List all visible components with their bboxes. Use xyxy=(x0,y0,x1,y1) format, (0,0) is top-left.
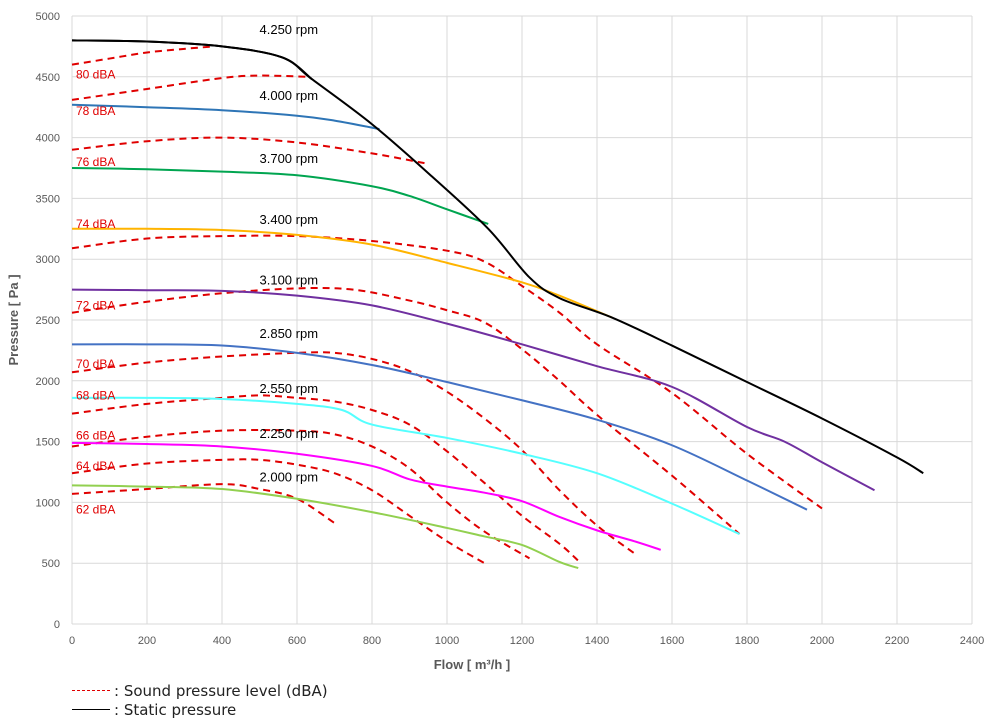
fan-curve xyxy=(71,484,579,570)
dba-label: 72 dBA xyxy=(76,298,115,312)
sound-curve xyxy=(71,234,823,510)
x-tick-label: 2400 xyxy=(960,635,984,647)
rpm-label: 3.700 rpm xyxy=(260,151,319,166)
fan-curve xyxy=(71,288,875,492)
dba-label: 66 dBA xyxy=(76,429,115,443)
y-tick-label: 4000 xyxy=(36,133,60,145)
legend-label-static: : Static pressure xyxy=(114,700,237,719)
dba-label: 78 dBA xyxy=(76,104,115,118)
x-tick-label: 1200 xyxy=(510,635,534,647)
x-tick-label: 1000 xyxy=(435,635,459,647)
x-tick-label: 800 xyxy=(363,635,381,647)
y-tick-label: 500 xyxy=(42,558,60,570)
x-tick-label: 2000 xyxy=(810,635,834,647)
chart-svg: 0 200 400 600 800 1000 1200 1400 1600 1800 2000 220… xyxy=(6,11,984,672)
sound-curve xyxy=(71,429,531,560)
y-tick-label: 1000 xyxy=(36,497,60,509)
y-tick-label: 3500 xyxy=(36,193,60,205)
rpm-label: 2.550 rpm xyxy=(260,381,319,396)
y-tick-label: 1500 xyxy=(36,437,60,449)
rpm-label: 3.400 rpm xyxy=(260,212,319,227)
y-tick-label: 3000 xyxy=(36,254,60,266)
sound-curve xyxy=(71,458,486,565)
rpm-label: 2.850 rpm xyxy=(260,326,319,341)
fan-curve xyxy=(71,396,740,535)
x-tick-label: 2200 xyxy=(885,635,909,647)
fan-curve xyxy=(71,103,380,131)
sound-curve xyxy=(71,394,579,562)
x-axis-title: Flow [ m³/h ] xyxy=(434,657,511,672)
y-tick-label: 5000 xyxy=(36,11,60,23)
rpm-label: 3.100 rpm xyxy=(260,273,319,288)
fan-curve xyxy=(71,343,808,511)
y-tick-label: 0 xyxy=(54,619,60,631)
legend: : Sound pressure level (dBA) : Static pr… xyxy=(72,681,328,719)
rpm-label: 4.250 rpm xyxy=(260,22,319,37)
legend-label-sound: : Sound pressure level (dBA) xyxy=(114,681,328,700)
x-tick-label: 1600 xyxy=(660,635,684,647)
fan-curve xyxy=(71,227,613,319)
sound-curve xyxy=(71,136,425,165)
y-tick-label: 2000 xyxy=(36,376,60,388)
fan-curve xyxy=(71,167,489,225)
rpm-label: 2.250 rpm xyxy=(260,426,319,441)
x-tick-label: 400 xyxy=(213,635,231,647)
legend-dash-swatch xyxy=(72,690,110,691)
fan-curve xyxy=(71,441,662,551)
x-tick-label: 0 xyxy=(69,635,75,647)
legend-solid-swatch xyxy=(72,709,110,710)
x-tick-label: 200 xyxy=(138,635,156,647)
dba-label: 64 dBA xyxy=(76,459,115,473)
dba-label: 76 dBA xyxy=(76,155,115,169)
sound-curve xyxy=(71,286,741,535)
legend-item-sound: : Sound pressure level (dBA) xyxy=(72,681,328,700)
dba-label: 80 dBA xyxy=(76,67,115,81)
rpm-label: 4.000 rpm xyxy=(260,88,319,103)
y-tick-label: 4500 xyxy=(36,72,60,84)
sound-curve xyxy=(71,45,215,66)
dba-label: 70 dBA xyxy=(76,357,115,371)
dba-label: 62 dBA xyxy=(76,503,115,517)
y-tick-label: 2500 xyxy=(36,315,60,327)
x-tick-label: 600 xyxy=(288,635,306,647)
dba-label: 68 dBA xyxy=(76,388,115,402)
sound-curve xyxy=(71,351,636,555)
x-tick-label: 1800 xyxy=(735,635,759,647)
dba-label: 74 dBA xyxy=(76,217,115,231)
x-tick-label: 1400 xyxy=(585,635,609,647)
y-axis-title: Pressure [ Pa ] xyxy=(6,274,21,365)
rpm-label: 2.000 rpm xyxy=(260,470,319,485)
static-pressure-curve xyxy=(71,39,924,475)
legend-item-static: : Static pressure xyxy=(72,700,328,719)
